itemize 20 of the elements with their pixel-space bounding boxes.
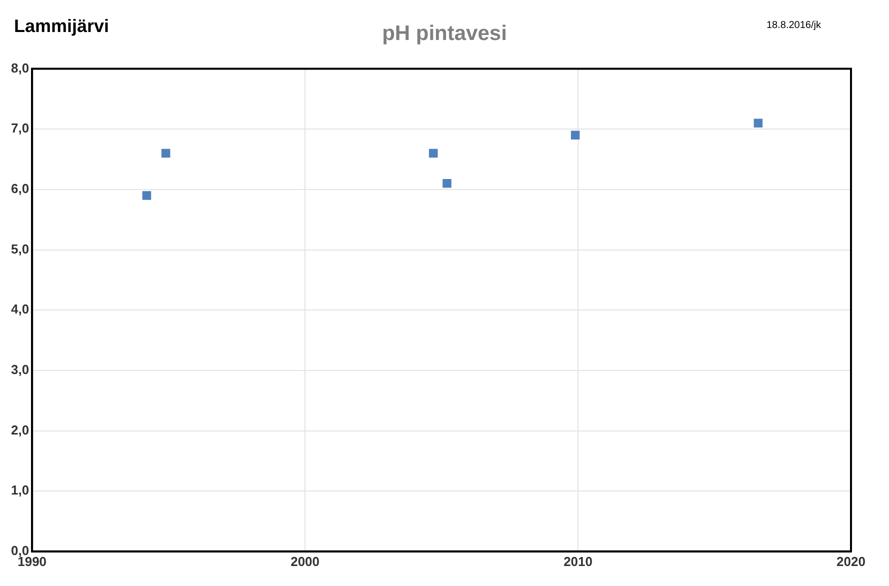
y-tick-label: 7,0: [10, 120, 30, 136]
point: [570, 130, 580, 140]
x-tick-label: 2000: [290, 554, 320, 569]
y-tick-label: 1,0: [10, 482, 30, 498]
x-tick-label: 2010: [564, 554, 592, 569]
point: [754, 118, 763, 128]
x-tick-label: 2020: [836, 554, 866, 569]
point: [428, 148, 438, 158]
text: Lammijärvi: [14, 16, 110, 37]
point: [161, 148, 170, 158]
text: 18.8.2016/jk: [766, 20, 821, 31]
y-tick-label: 2,0: [10, 422, 30, 438]
y-tick-label: 4,0: [10, 302, 30, 317]
y-tick-label: 6,0: [10, 181, 30, 196]
chart-title: pH pintavesi: [382, 22, 507, 45]
y-tick-label: 5,0: [10, 241, 30, 256]
y-tick-label: 8,0: [10, 60, 30, 76]
point: [142, 191, 152, 200]
y-tick-label: 3,0: [10, 362, 30, 378]
point: [442, 179, 452, 188]
